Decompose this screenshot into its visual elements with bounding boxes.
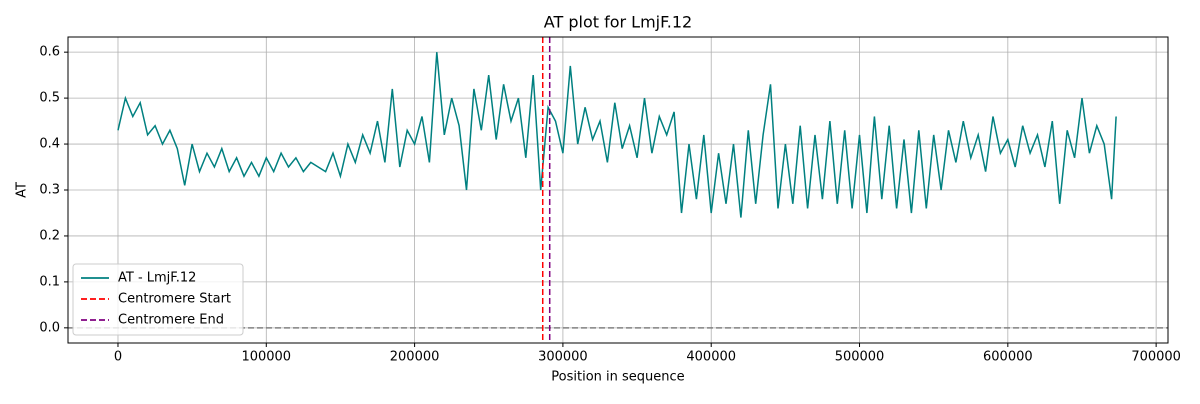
y-tick-label: 0.1 xyxy=(39,274,60,289)
legend-label: AT - LmjF.12 xyxy=(118,271,196,286)
x-tick-label: 100000 xyxy=(241,350,291,365)
x-tick-label: 0 xyxy=(114,350,122,365)
x-tick-label: 700000 xyxy=(1131,350,1181,365)
y-tick-label: 0.3 xyxy=(39,183,60,198)
y-tick-label: 0.0 xyxy=(39,320,60,335)
x-tick-label: 600000 xyxy=(983,350,1033,365)
y-tick-label: 0.4 xyxy=(39,137,60,152)
plot-frame xyxy=(67,36,1169,344)
legend-label: Centromere End xyxy=(118,313,224,328)
x-tick-label: 200000 xyxy=(390,350,440,365)
y-tick-label: 0.5 xyxy=(39,91,60,106)
data-line xyxy=(117,52,1117,218)
y-tick-label: 0.6 xyxy=(39,45,60,60)
x-axis-label: Position in sequence xyxy=(551,370,684,385)
x-tick-label: 300000 xyxy=(538,350,588,365)
y-axis-label: AT xyxy=(15,182,30,198)
chart-title: AT plot for LmjF.12 xyxy=(544,13,692,32)
y-tick-label: 0.2 xyxy=(39,228,60,243)
legend-label: Centromere Start xyxy=(118,292,231,307)
x-tick-label: 400000 xyxy=(686,350,736,365)
legend-box xyxy=(72,263,244,336)
x-tick-label: 500000 xyxy=(835,350,885,365)
